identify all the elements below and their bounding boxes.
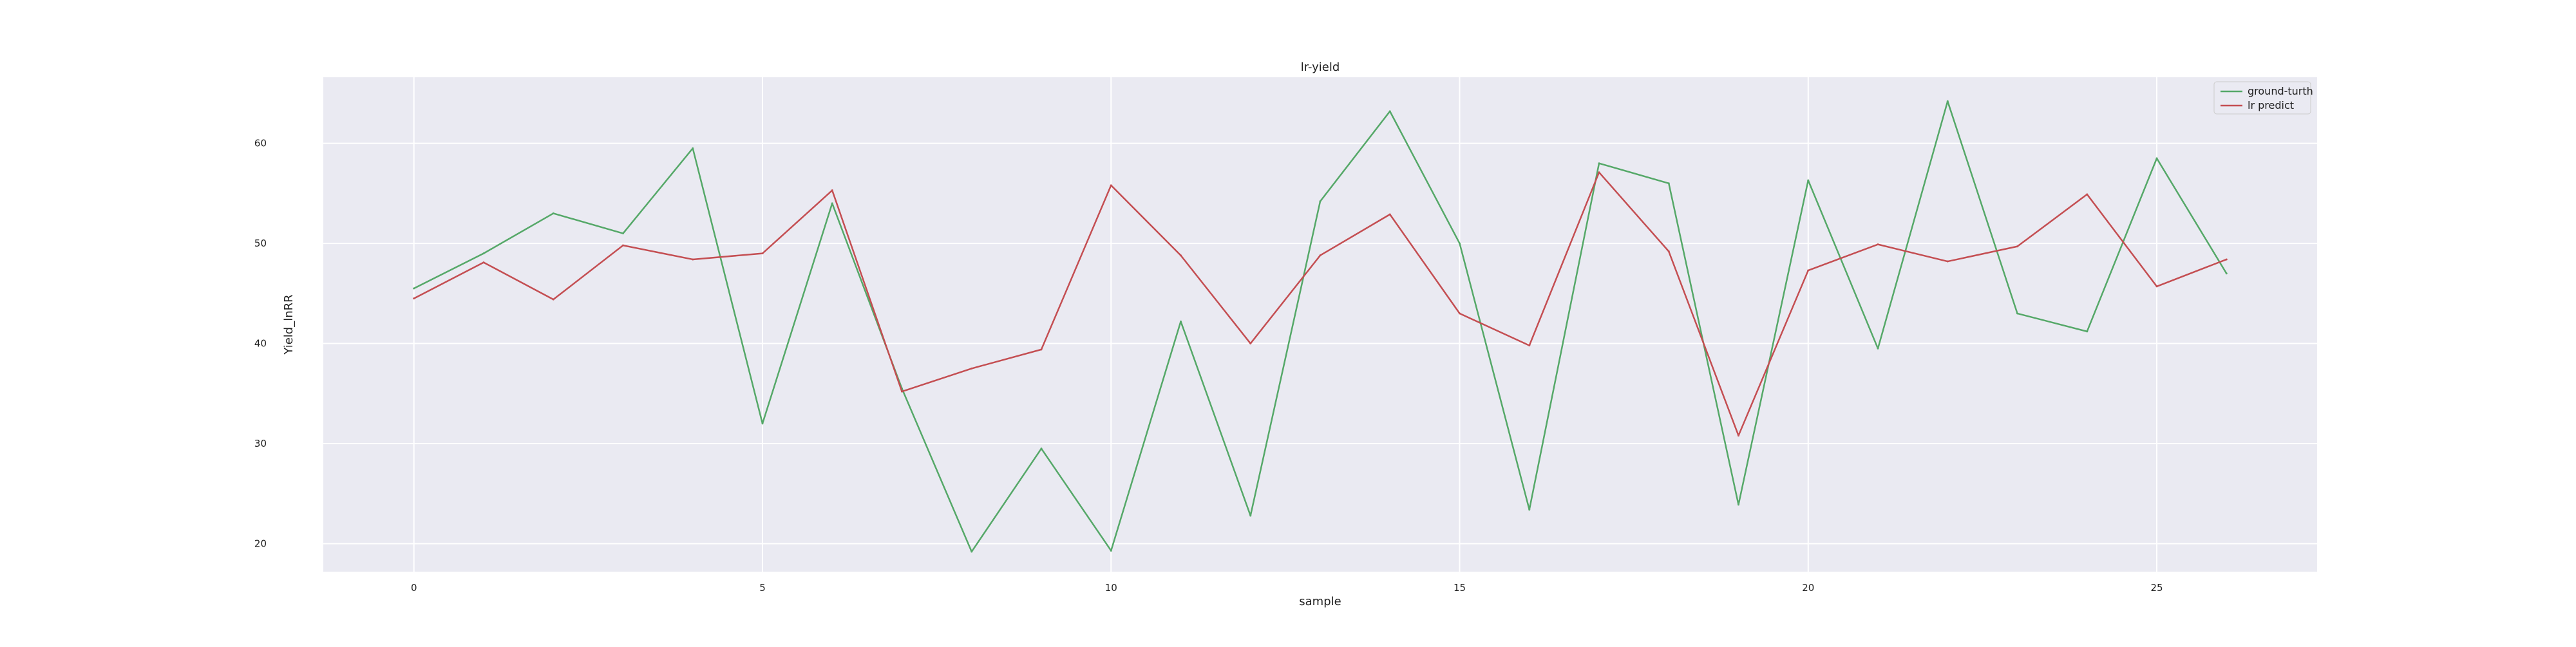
- data-point: [413, 297, 415, 300]
- y-tick-label: 20: [254, 538, 267, 549]
- data-point: [621, 244, 624, 247]
- data-point: [1738, 503, 1740, 506]
- data-point: [1598, 171, 1600, 174]
- data-point: [413, 287, 415, 290]
- data-point: [1528, 344, 1531, 347]
- legend-label: lr predict: [2248, 99, 2294, 111]
- data-point: [2016, 312, 2019, 315]
- x-tick-label: 0: [411, 582, 417, 594]
- data-point: [1179, 254, 1182, 257]
- data-point: [1110, 184, 1112, 187]
- data-point: [552, 298, 554, 301]
- data-point: [1807, 269, 1810, 272]
- data-point: [1667, 182, 1670, 185]
- data-point: [971, 367, 973, 370]
- chart-title: lr-yield: [1301, 61, 1340, 74]
- data-point: [2155, 157, 2158, 160]
- data-point: [831, 189, 833, 192]
- data-point: [761, 252, 764, 255]
- data-point: [692, 258, 694, 261]
- data-point: [2225, 272, 2228, 275]
- data-point: [1040, 447, 1043, 450]
- y-tick-label: 30: [254, 438, 267, 449]
- data-point: [1459, 242, 1461, 245]
- y-tick-labels: 20 30 40 50 60: [254, 138, 267, 550]
- data-point: [1388, 213, 1391, 216]
- y-tick-label: 40: [254, 338, 267, 350]
- data-point: [1319, 254, 1321, 257]
- series-lines: [413, 100, 2228, 553]
- data-point: [1459, 312, 1461, 315]
- plot-area: [323, 77, 2317, 572]
- data-point: [2225, 258, 2228, 261]
- data-point: [1946, 100, 1949, 102]
- data-point: [1388, 110, 1391, 113]
- x-tick-labels: 0 5 10 15 20 25: [411, 582, 2163, 594]
- data-point: [2155, 285, 2158, 288]
- x-axis-title: sample: [1299, 595, 1341, 608]
- data-point: [2016, 245, 2019, 248]
- data-point: [1040, 348, 1043, 351]
- data-point: [1946, 260, 1949, 263]
- data-point: [1179, 320, 1182, 323]
- x-tick-label: 25: [2150, 582, 2163, 594]
- series-0: [413, 100, 2228, 553]
- data-point: [621, 232, 624, 235]
- data-point: [1738, 435, 1740, 437]
- data-point: [1807, 179, 1810, 182]
- data-point: [482, 252, 485, 255]
- legend-label: ground-turth: [2248, 85, 2313, 97]
- y-axis-title: Yield_lnRR: [282, 294, 296, 355]
- series-1: [413, 171, 2228, 437]
- data-point: [831, 202, 833, 205]
- data-point: [1249, 342, 1252, 345]
- x-tick-label: 10: [1105, 582, 1117, 594]
- data-point: [692, 147, 694, 149]
- data-point: [1528, 509, 1531, 511]
- data-point: [482, 261, 485, 264]
- data-point: [1110, 549, 1112, 552]
- legend: ground-turth lr predict: [2213, 81, 2313, 115]
- data-point: [1249, 514, 1252, 517]
- data-point: [1319, 200, 1321, 203]
- x-tick-label: 20: [1802, 582, 1814, 594]
- data-point: [1598, 162, 1600, 165]
- y-tick-label: 50: [254, 238, 267, 249]
- data-point: [900, 390, 903, 393]
- data-point: [971, 550, 973, 553]
- data-point: [552, 212, 554, 214]
- data-point: [2086, 193, 2088, 196]
- data-point: [1877, 347, 1879, 350]
- data-point: [761, 422, 764, 425]
- data-point: [1667, 250, 1670, 253]
- x-tick-label: 15: [1454, 582, 1466, 594]
- data-point: [1877, 243, 1879, 246]
- x-tick-label: 5: [759, 582, 766, 594]
- data-point: [2086, 330, 2088, 333]
- y-tick-label: 60: [254, 138, 267, 149]
